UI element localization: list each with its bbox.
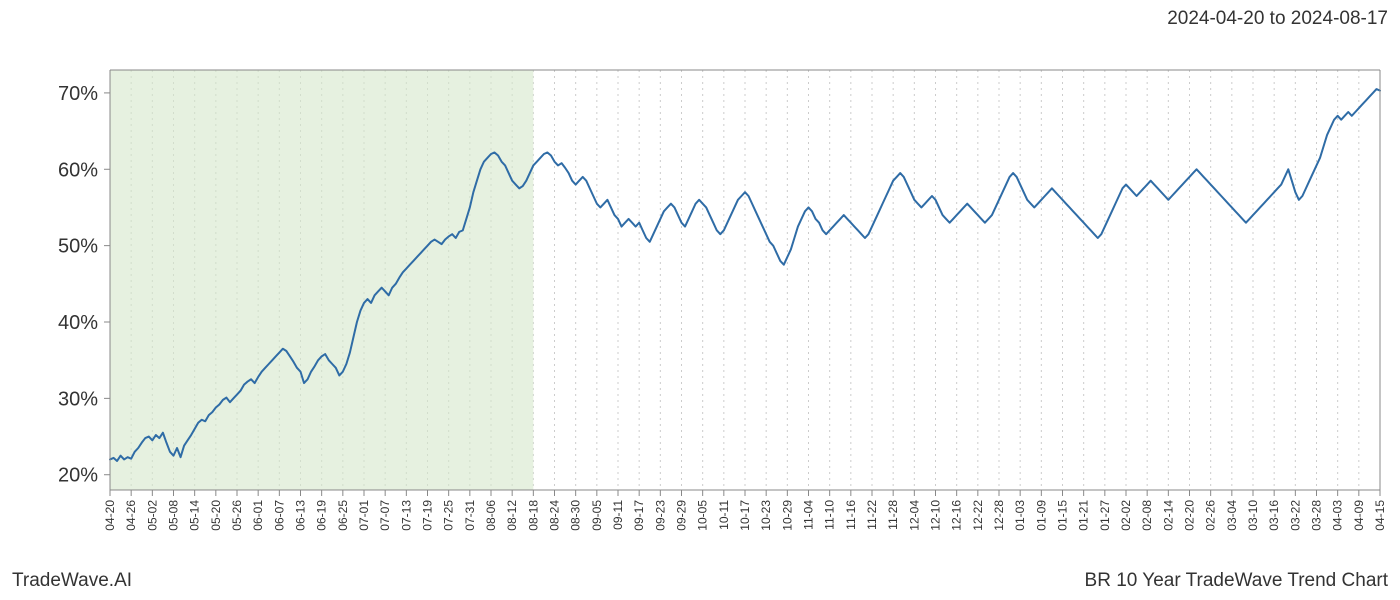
x-tick-label: 02-08 xyxy=(1140,500,1154,531)
x-tick-label: 02-14 xyxy=(1161,500,1175,531)
x-tick-label: 03-22 xyxy=(1288,500,1302,531)
x-tick-label: 01-27 xyxy=(1098,500,1112,531)
x-tick-label: 11-28 xyxy=(886,500,900,530)
x-tick-label: 07-01 xyxy=(357,500,371,531)
x-tick-label: 08-12 xyxy=(505,500,519,531)
x-tick-label: 06-25 xyxy=(336,500,350,531)
x-tick-label: 08-06 xyxy=(484,500,498,531)
x-tick-label: 01-03 xyxy=(1013,500,1027,531)
x-tick-label: 12-22 xyxy=(971,500,985,531)
x-tick-label: 07-13 xyxy=(399,500,413,531)
trend-line-chart: 20% 30% 40% 50% 60% 70% 04-20 04-26 05-02 05-08 05… xyxy=(0,40,1400,560)
x-tick-label: 11-10 xyxy=(823,500,837,530)
x-tick-label: 04-26 xyxy=(124,500,138,531)
x-tick-label: 03-16 xyxy=(1267,500,1281,531)
y-tick-label: 30% xyxy=(58,388,98,410)
x-tick-label: 02-02 xyxy=(1119,500,1133,531)
x-tick-label: 04-03 xyxy=(1331,500,1345,531)
x-tick-label: 12-28 xyxy=(992,500,1006,531)
x-tick-label: 09-23 xyxy=(653,500,667,531)
chart-title: BR 10 Year TradeWave Trend Chart xyxy=(1085,570,1388,592)
x-tick-label: 01-09 xyxy=(1034,500,1048,531)
x-tick-label: 09-05 xyxy=(590,500,604,531)
x-tick-label: 12-16 xyxy=(950,500,964,531)
x-tick-label: 09-29 xyxy=(675,500,689,531)
y-tick-label: 40% xyxy=(58,312,98,334)
x-tick-label: 06-13 xyxy=(294,500,308,531)
x-tick-label: 04-20 xyxy=(103,500,117,531)
x-tick-label: 08-18 xyxy=(526,500,540,531)
y-tick-label: 50% xyxy=(58,236,98,258)
x-tick-label: 11-22 xyxy=(865,500,879,530)
y-tick-label: 70% xyxy=(58,83,98,105)
x-tick-label: 10-29 xyxy=(780,500,794,531)
x-tick-label: 10-23 xyxy=(759,500,773,531)
x-tick-label: 04-15 xyxy=(1373,500,1387,531)
x-tick-label: 05-08 xyxy=(167,500,181,531)
x-tick-label: 08-30 xyxy=(569,500,583,531)
x-tick-label: 10-11 xyxy=(717,500,731,530)
x-tick-label: 07-25 xyxy=(442,500,456,531)
x-tick-label: 05-26 xyxy=(230,500,244,531)
x-tick-label: 10-05 xyxy=(696,500,710,531)
x-tick-label: 06-01 xyxy=(251,500,265,531)
x-tick-label: 12-04 xyxy=(907,500,921,531)
x-tick-label: 04-09 xyxy=(1352,500,1366,531)
x-tick-label: 10-17 xyxy=(738,500,752,531)
x-tick-label: 05-20 xyxy=(209,500,223,531)
x-tick-label: 03-10 xyxy=(1246,500,1260,531)
x-tick-label: 05-02 xyxy=(145,500,159,531)
x-tick-label: 11-04 xyxy=(802,500,816,530)
x-tick-label: 03-04 xyxy=(1225,500,1239,531)
x-tick-label: 12-10 xyxy=(929,500,943,531)
x-tick-label: 07-31 xyxy=(463,500,477,531)
x-tick-label: 02-26 xyxy=(1204,500,1218,531)
x-tick-label: 01-21 xyxy=(1077,500,1091,531)
date-range-label: 2024-04-20 to 2024-08-17 xyxy=(1167,8,1388,30)
x-tick-label: 09-11 xyxy=(611,500,625,530)
brand-label: TradeWave.AI xyxy=(12,570,132,592)
y-tick-label: 60% xyxy=(58,159,98,181)
x-tick-label: 06-07 xyxy=(272,500,286,531)
x-tick-label: 11-16 xyxy=(844,500,858,530)
x-tick-label: 06-19 xyxy=(315,500,329,531)
x-tick-label: 03-28 xyxy=(1310,500,1324,531)
x-tick-label: 05-14 xyxy=(188,500,202,531)
x-tick-label: 02-20 xyxy=(1183,500,1197,531)
x-tick-label: 09-17 xyxy=(632,500,646,531)
y-tick-label: 20% xyxy=(58,465,98,487)
x-tick-label: 08-24 xyxy=(548,500,562,531)
x-tick-label: 07-19 xyxy=(421,500,435,531)
x-tick-label: 07-07 xyxy=(378,500,392,531)
x-tick-label: 01-15 xyxy=(1056,500,1070,531)
chart-container: 20% 30% 40% 50% 60% 70% 04-20 04-26 05-02 05-08 05… xyxy=(0,40,1400,560)
